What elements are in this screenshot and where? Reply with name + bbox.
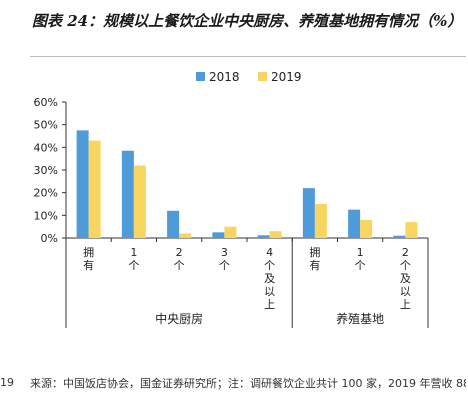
bar-2018-5: [302, 188, 315, 238]
x-category-label: 拥有: [83, 245, 94, 272]
bar-2018-0: [76, 130, 89, 238]
y-tick-label: 0%: [41, 232, 58, 245]
x-category-label: 拥有: [309, 245, 320, 272]
left-edge-fragment: 19: [0, 376, 14, 389]
group-label: 养殖基地: [336, 311, 384, 326]
legend-swatch-2019: [258, 72, 267, 81]
bar-chart: 2018 2019 0% 10% 20% 30% 40% 50% 60% 拥有 1 个 2 个 3 个 4 个及以…: [34, 70, 429, 328]
x-category-label: 2 个及以上: [400, 246, 411, 311]
bar-2019-4: [269, 231, 282, 238]
source-note: 来源：中国饭店协会，国金证券研究所；注：调研餐饮企业共计 100 家，2019 …: [30, 377, 466, 390]
x-category-label: 4 个及以上: [264, 246, 275, 311]
bar-2019-2: [179, 233, 192, 238]
bar-2019-0: [88, 140, 101, 238]
bar-2018-1: [121, 150, 134, 238]
legend-swatch-2018: [196, 72, 205, 81]
bar-2019-6: [360, 219, 373, 238]
y-tick-label: 30%: [34, 164, 58, 177]
y-tick-label: 40%: [34, 141, 58, 154]
bar-2019-1: [133, 165, 146, 238]
y-tick-label: 10%: [34, 209, 58, 222]
bar-2019-3: [224, 226, 237, 238]
bar-2019-5: [314, 204, 327, 238]
group-label: 中央厨房: [155, 311, 203, 326]
y-tick-label: 20%: [34, 187, 58, 200]
chart-title: 图表 24：规模以上餐饮企业中央厨房、养殖基地拥有情况（%）: [32, 12, 463, 30]
bar-2018-7: [393, 235, 406, 238]
bar-2019-7: [405, 222, 418, 238]
title-divider: [30, 56, 466, 57]
y-tick-label: 60%: [34, 96, 58, 109]
bar-2018-6: [348, 209, 361, 238]
bar-2018-4: [257, 235, 270, 238]
legend-label-2019: 2019: [271, 70, 302, 84]
bar-2018-2: [167, 210, 180, 238]
legend-label-2018: 2018: [209, 70, 240, 84]
y-tick-label: 50%: [34, 119, 58, 132]
bar-2018-3: [212, 232, 225, 238]
